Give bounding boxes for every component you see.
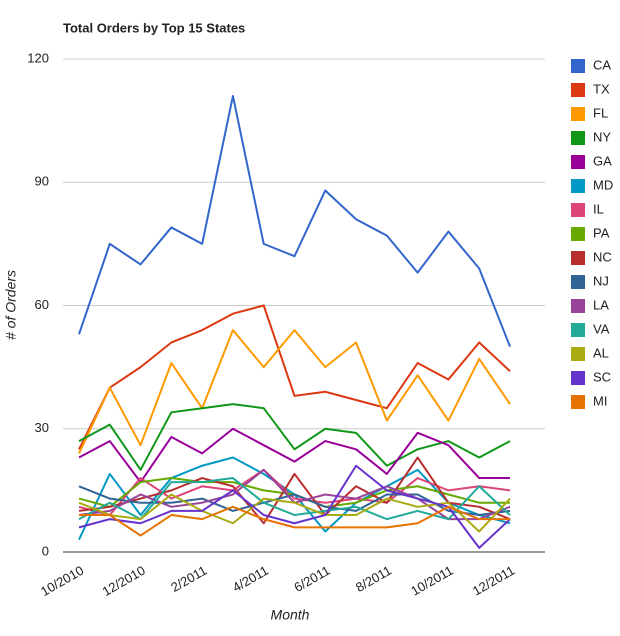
legend-swatch: [571, 131, 585, 145]
legend-label: TX: [593, 81, 610, 96]
series-line: [78, 403, 511, 471]
legend-label: SC: [593, 369, 611, 384]
legend-label: AL: [593, 345, 609, 360]
chart-title: Total Orders by Top 15 States: [63, 20, 245, 35]
series-line: [78, 94, 511, 347]
series-line: [79, 505, 510, 537]
y-tick-label: 0: [42, 543, 49, 558]
legend-label: GA: [593, 153, 612, 168]
legend-swatch: [571, 395, 585, 409]
x-tick-label: 6/2011: [291, 563, 332, 595]
x-tick-label: 4/2011: [230, 563, 271, 595]
legend-swatch: [571, 83, 585, 97]
legend-label: PA: [593, 225, 610, 240]
legend-swatch: [571, 203, 585, 217]
legend-swatch: [571, 299, 585, 313]
x-tick-label: 2/2011: [168, 563, 209, 595]
y-tick-label: 120: [27, 50, 49, 65]
legend-swatch: [571, 59, 585, 73]
legend-swatch: [571, 371, 585, 385]
legend-label: VA: [593, 321, 610, 336]
legend-swatch: [571, 347, 585, 361]
legend-swatch: [571, 251, 585, 265]
y-tick-label: 30: [35, 420, 49, 435]
legend-swatch: [571, 107, 585, 121]
x-tick-label: 12/2011: [470, 563, 517, 599]
legend-label: NJ: [593, 273, 609, 288]
series-line: [78, 427, 510, 484]
legend-label: LA: [593, 297, 609, 312]
series-line: [78, 304, 511, 450]
x-tick-label: 12/2010: [100, 563, 148, 599]
series-line: [78, 456, 511, 525]
x-tick-label: 8/2011: [353, 563, 394, 595]
series-line: [78, 477, 511, 521]
legend-label: NC: [593, 249, 612, 264]
y-tick-label: 60: [35, 297, 49, 312]
legend-label: MI: [593, 393, 607, 408]
x-tick-label: 10/2011: [408, 563, 455, 599]
legend-swatch: [571, 275, 585, 289]
series-line: [78, 329, 511, 454]
y-axis-label: # of Orders: [3, 270, 19, 340]
legend-label: FL: [593, 105, 608, 120]
legend-label: CA: [593, 57, 611, 72]
legend-label: MD: [593, 177, 613, 192]
legend-swatch: [571, 227, 585, 241]
legend-swatch: [571, 323, 585, 337]
x-tick-label: 10/2010: [38, 563, 86, 599]
series-line: [78, 485, 511, 517]
x-axis-label: Month: [271, 607, 310, 623]
legend-swatch: [571, 155, 585, 169]
legend-label: IL: [593, 201, 604, 216]
series-line: [78, 464, 511, 549]
legend-label: NY: [593, 129, 611, 144]
legend-swatch: [571, 179, 585, 193]
y-tick-label: 90: [35, 174, 49, 189]
